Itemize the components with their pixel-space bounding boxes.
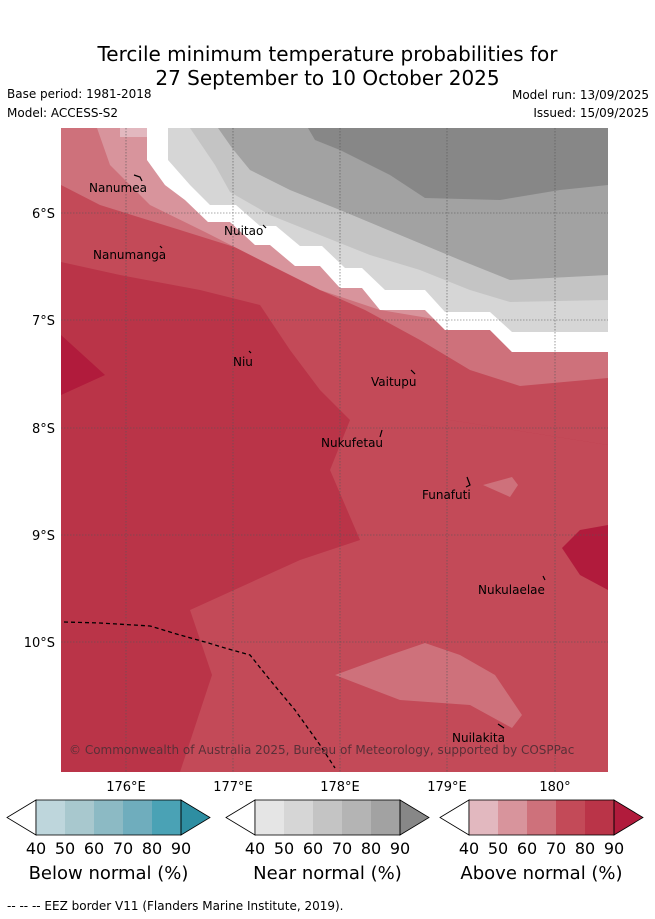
eez-border [63, 621, 336, 769]
colorbar-label: Above normal (%) [460, 863, 622, 884]
colorbar-frame [468, 799, 615, 836]
graticule [61, 128, 608, 772]
island-label: Nanumanga [93, 248, 166, 262]
colorbar-tick: 80 [361, 839, 381, 858]
island-label: Nukulaelae [478, 583, 545, 597]
copyright-credit: © Commonwealth of Australia 2025, Bureau… [69, 743, 574, 757]
colorbar-tick: 60 [303, 839, 323, 858]
island-label: Nanumea [89, 181, 147, 195]
island-label: Niu [233, 355, 253, 369]
base-period: Base period: 1981-2018 [7, 87, 152, 101]
lat-label: 10°S [24, 636, 55, 651]
colorbar-tick: 70 [113, 839, 133, 858]
colorbar-frame [254, 799, 401, 836]
lat-label: 9°S [32, 529, 55, 544]
lon-label: 180° [539, 780, 570, 795]
colorbar-tick: 90 [390, 839, 410, 858]
colorbar-under-arrow [225, 799, 256, 836]
lon-label: 179°E [427, 780, 467, 795]
colorbar-cell [556, 800, 585, 835]
probability-fill [61, 128, 608, 772]
colorbar-under-arrow [6, 799, 37, 836]
colorbar-cell [498, 800, 527, 835]
colorbar-tick: 60 [84, 839, 104, 858]
lat-label: 8°S [32, 422, 55, 437]
colorbar-tick: 60 [517, 839, 537, 858]
colorbar-tick: 80 [142, 839, 162, 858]
colorbar-tick: 40 [26, 839, 46, 858]
colorbar-tick: 50 [55, 839, 75, 858]
island-label: Nuilakita [452, 731, 505, 745]
colorbar-tick: 70 [546, 839, 566, 858]
colorbar-cell [94, 800, 123, 835]
map-title-line2: 27 September to 10 October 2025 [155, 66, 500, 90]
colorbar-cell [65, 800, 94, 835]
colorbar-cell [585, 800, 614, 835]
colorbar-over-arrow [399, 799, 430, 836]
colorbar-cell [152, 800, 181, 835]
colorbar-tick: 50 [488, 839, 508, 858]
issued-date: Issued: 15/09/2025 [533, 106, 649, 120]
colorbar-tick: 50 [274, 839, 294, 858]
colorbar-over-arrow [613, 799, 644, 836]
colorbar-frame [35, 799, 182, 836]
colorbar-tick: 80 [575, 839, 595, 858]
lat-label: 6°S [32, 207, 55, 222]
colorbar-2: 40 50 60 70 80 90 Above normal (%) [439, 799, 644, 884]
map-title-line1: Tercile minimum temperature probabilitie… [97, 42, 558, 66]
island-label: Nukufetau [321, 436, 383, 450]
lon-label: 176°E [106, 780, 146, 795]
island-label: Funafuti [422, 488, 471, 502]
colorbar-tick: 70 [332, 839, 352, 858]
model-name: Model: ACCESS-S2 [7, 106, 119, 120]
colorbar-cell [371, 800, 400, 835]
colorbar-legends: 40 50 60 70 80 90 Below normal (%) 40 50 60 70 80 90… [6, 799, 644, 884]
colorbar-0: 40 50 60 70 80 90 Below normal (%) [6, 799, 211, 884]
colorbar-cell [123, 800, 152, 835]
colorbar-cell [255, 800, 284, 835]
colorbar-cell [284, 800, 313, 835]
colorbar-tick: 90 [604, 839, 624, 858]
colorbar-tick: 40 [245, 839, 265, 858]
lon-label: 178°E [320, 780, 360, 795]
colorbar-tick: 90 [171, 839, 191, 858]
eez-footnote: -- -- -- EEZ border V11 (Flanders Marine… [7, 899, 344, 913]
colorbar-over-arrow [180, 799, 211, 836]
model-run: Model run: 13/09/2025 [511, 88, 649, 102]
colorbar-label: Below normal (%) [29, 863, 189, 884]
island-label: Nuitao [224, 224, 263, 238]
lon-label: 177°E [213, 780, 253, 795]
colorbar-label: Near normal (%) [253, 863, 402, 884]
colorbar-cell [342, 800, 371, 835]
island-marks [133, 174, 546, 729]
colorbar-tick: 40 [459, 839, 479, 858]
colorbar-cell [527, 800, 556, 835]
colorbar-cell [313, 800, 342, 835]
island-label: Vaitupu [371, 375, 417, 389]
colorbar-under-arrow [439, 799, 470, 836]
colorbar-cell [469, 800, 498, 835]
lat-label: 7°S [32, 314, 55, 329]
colorbar-1: 40 50 60 70 80 90 Near normal (%) [225, 799, 430, 884]
colorbar-cell [36, 800, 65, 835]
